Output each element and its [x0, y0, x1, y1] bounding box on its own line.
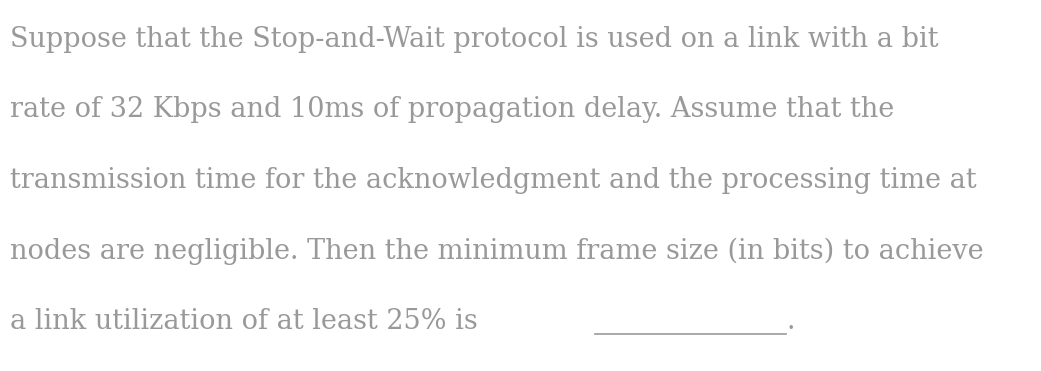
Text: Suppose that the Stop-and-Wait protocol is used on a link with a bit: Suppose that the Stop-and-Wait protocol … [10, 26, 939, 53]
Text: rate of 32 Kbps and 10ms of propagation delay. Assume that the: rate of 32 Kbps and 10ms of propagation … [10, 96, 894, 124]
Text: transmission time for the acknowledgment and the processing time at: transmission time for the acknowledgment… [10, 167, 977, 194]
Text: nodes are negligible. Then the minimum frame size (in bits) to achieve: nodes are negligible. Then the minimum f… [10, 237, 984, 265]
Text: .: . [787, 308, 795, 335]
Text: a link utilization of at least 25% is: a link utilization of at least 25% is [10, 308, 478, 335]
